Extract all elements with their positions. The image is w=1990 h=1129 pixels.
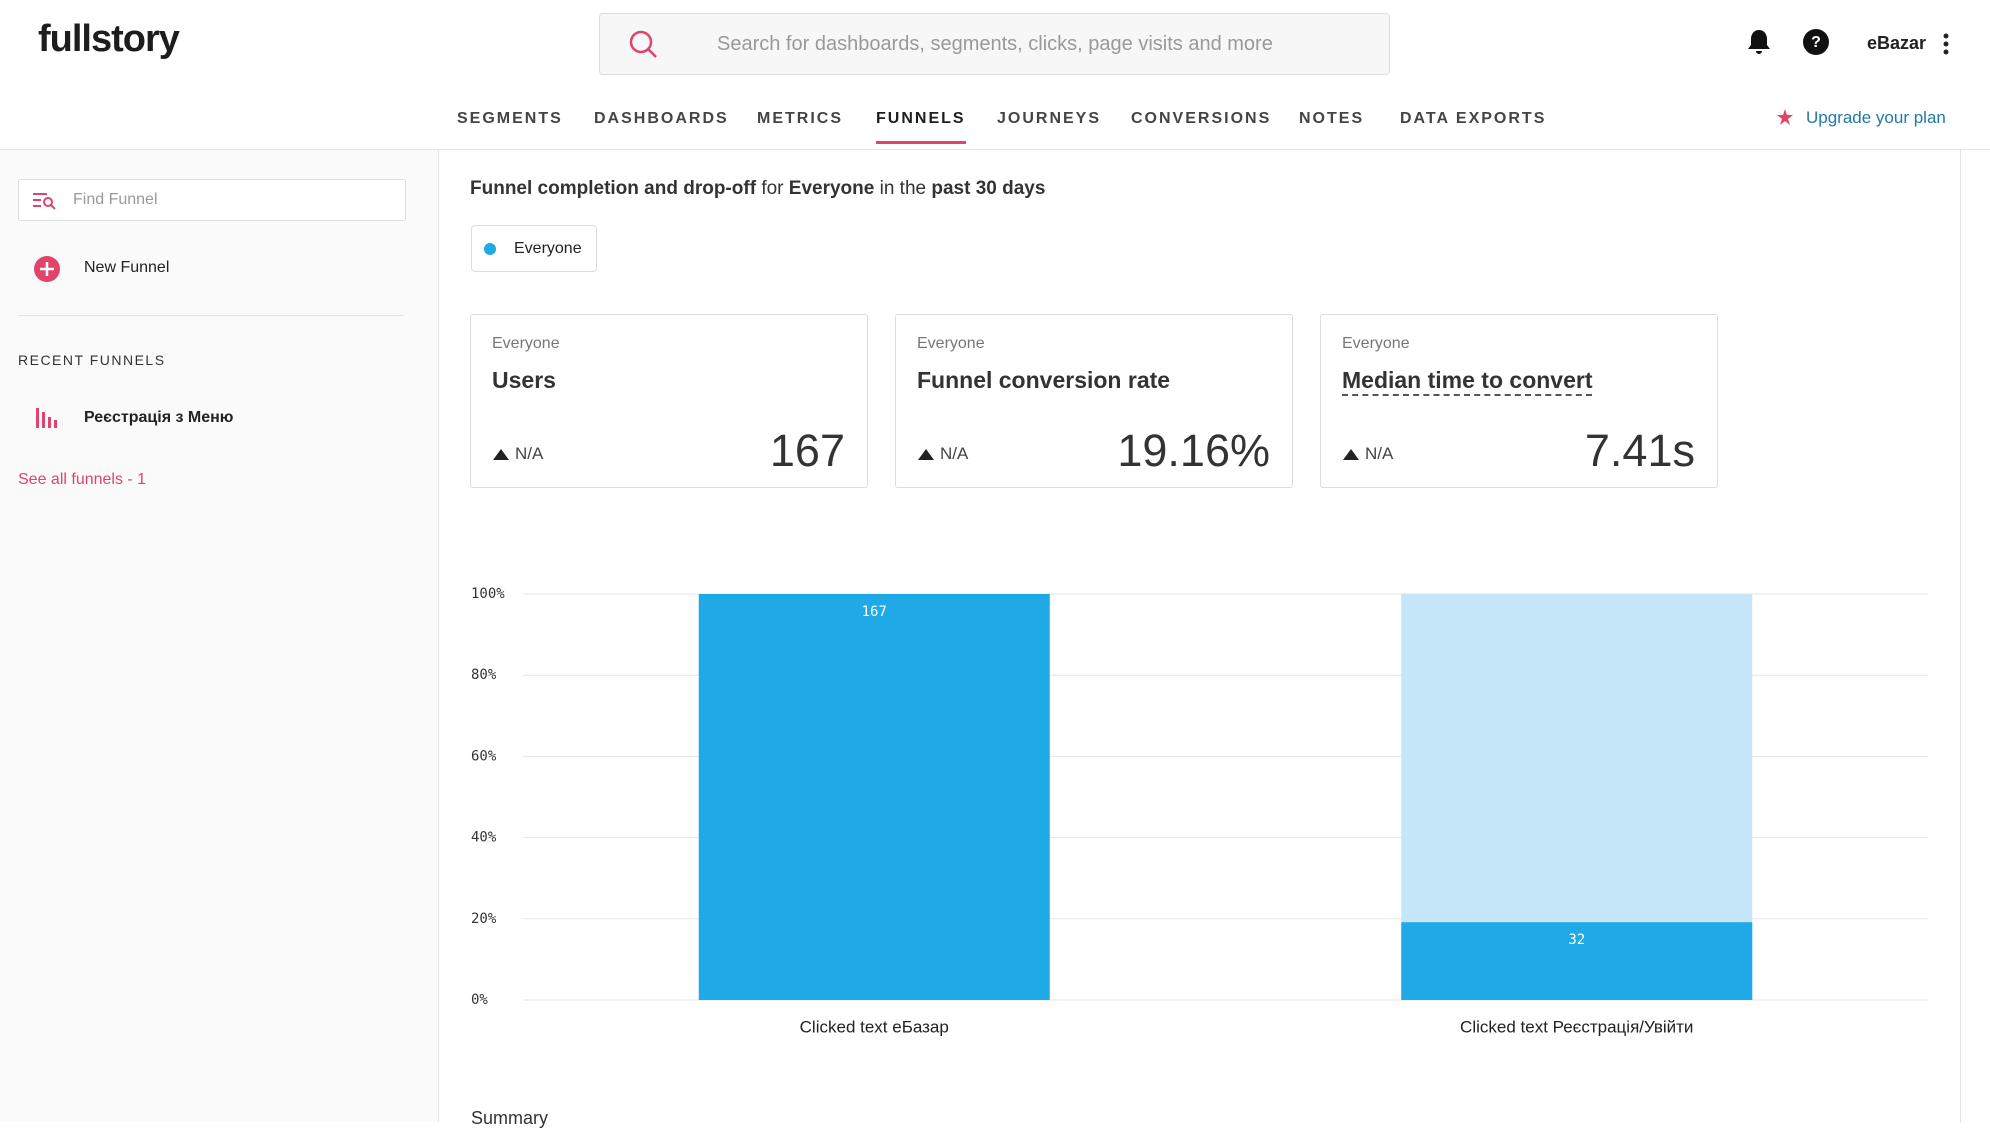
- metric-card: Everyone Users N/A 167: [470, 314, 868, 488]
- summary-part: Everyone: [788, 178, 875, 199]
- metric-card: Everyone Funnel conversion rate N/A 19.16%: [895, 314, 1293, 488]
- change-arrow: [493, 449, 509, 460]
- nav-item[interactable]: SEGMENTS: [457, 110, 563, 127]
- card-change: N/A: [515, 444, 544, 463]
- card-segment: Everyone: [492, 335, 560, 352]
- search-icon: [629, 30, 657, 58]
- y-tick-label: 80%: [471, 667, 497, 683]
- menu-icon[interactable]: [1942, 32, 1950, 56]
- summary-part: in the: [879, 178, 927, 199]
- nav-bar: SEGMENTS DASHBOARDS METRICS FUNNELS JOURNEYS…: [0, 106, 1990, 148]
- search-box[interactable]: Search for dashboards, segments, clicks,…: [599, 13, 1390, 75]
- upgrade-link[interactable]: Upgrade your plan: [1806, 108, 1946, 127]
- sidebar: Find Funnel New Funnel RECENT FUNNELS Ре…: [0, 150, 439, 1122]
- nav-item[interactable]: CONVERSIONS: [1131, 110, 1272, 127]
- card-change: N/A: [1365, 444, 1394, 463]
- summary-part: Funnel completion and drop-off: [470, 178, 757, 199]
- summary-part: past 30 days: [931, 178, 1046, 199]
- card-value: 167: [769, 425, 845, 476]
- y-tick-label: 60%: [471, 748, 497, 764]
- summary-part: for: [761, 178, 784, 199]
- plus-icon[interactable]: [33, 255, 61, 283]
- metric-card: Everyone Median time to convert N/A 7.41s: [1320, 314, 1718, 488]
- header: fullstory Search for dashboards, segment…: [0, 0, 1990, 150]
- divider: [18, 315, 404, 316]
- bar[interactable]: [698, 594, 1050, 1000]
- card-segment: Everyone: [917, 335, 985, 352]
- funnel-icon: [36, 408, 57, 428]
- main-panel: Funnel completion and drop-off for Every…: [439, 150, 1961, 1122]
- card-label: Median time to convert: [1342, 367, 1593, 396]
- change-arrow: [918, 449, 934, 460]
- nav-item[interactable]: METRICS: [757, 110, 843, 127]
- nav-item[interactable]: FUNNELS: [876, 110, 966, 144]
- find-placeholder: Find Funnel: [73, 191, 158, 208]
- see-all-link[interactable]: See all funnels - 1: [18, 471, 147, 488]
- funnel-chart: 0% 20% 40% 60% 80% 100% 167 Clicked text еБазар…: [471, 586, 1928, 1036]
- summary-line: Funnel completion and drop-off for Every…: [470, 178, 1045, 200]
- svg-text:?: ?: [1811, 34, 1821, 51]
- y-tick-label: 0%: [471, 992, 488, 1008]
- bar-count: 32: [1568, 932, 1585, 948]
- segment-dot: [484, 243, 496, 255]
- recent-heading: RECENT FUNNELS: [18, 352, 166, 368]
- card-label: Funnel conversion rate: [917, 367, 1171, 393]
- y-tick-label: 20%: [471, 911, 497, 927]
- logo[interactable]: fullstory: [38, 18, 180, 60]
- account-name[interactable]: eBazar: [1867, 33, 1927, 53]
- segment-name: Everyone: [514, 240, 582, 257]
- y-tick-label: 100%: [471, 586, 505, 602]
- nav-item[interactable]: NOTES: [1299, 110, 1365, 127]
- help-icon[interactable]: ?: [1802, 28, 1830, 56]
- x-tick-label: Clicked text Реєстрація/Увійти: [1460, 1017, 1693, 1036]
- card-value: 19.16%: [1117, 425, 1270, 476]
- card-segment: Everyone: [1342, 335, 1410, 352]
- nav-item[interactable]: DASHBOARDS: [594, 110, 729, 127]
- nav-item[interactable]: DATA EXPORTS: [1400, 110, 1547, 127]
- y-tick-label: 40%: [471, 830, 497, 846]
- find-funnel-input[interactable]: Find Funnel: [18, 179, 406, 221]
- recent-funnel[interactable]: Реєстрація з Меню: [84, 409, 234, 426]
- card-change: N/A: [940, 444, 969, 463]
- change-arrow: [1343, 449, 1359, 460]
- summary-heading[interactable]: Summary: [471, 1108, 549, 1128]
- find-icon: [33, 193, 56, 210]
- card-value: 7.41s: [1584, 425, 1695, 476]
- search-placeholder: Search for dashboards, segments, clicks,…: [717, 33, 1273, 55]
- new-funnel[interactable]: New Funnel: [84, 259, 170, 276]
- nav-item[interactable]: JOURNEYS: [997, 110, 1102, 127]
- segment-chip[interactable]: Everyone: [471, 225, 597, 272]
- bar[interactable]: [1401, 922, 1753, 1000]
- bar-count: 167: [862, 604, 887, 620]
- card-label: Users: [492, 367, 556, 393]
- x-tick-label: Clicked text еБазар: [800, 1017, 949, 1036]
- bell-icon[interactable]: [1746, 28, 1772, 56]
- star-icon: [1777, 109, 1793, 125]
